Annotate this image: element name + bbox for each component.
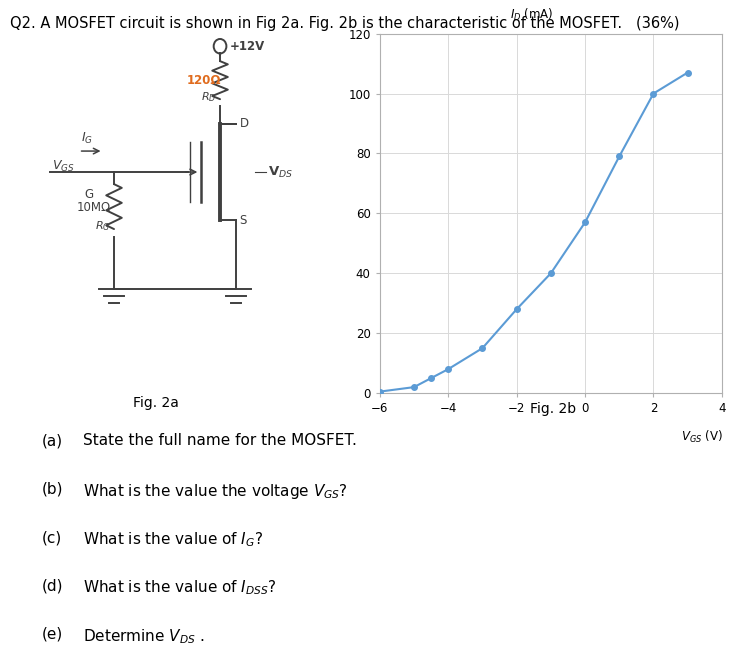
Text: $V_{GS}$ (V): $V_{GS}$ (V) xyxy=(681,429,723,445)
Text: What is the value the voltage $V_{GS}$?: What is the value the voltage $V_{GS}$? xyxy=(83,482,347,501)
Text: What is the value of $I_{DSS}$?: What is the value of $I_{DSS}$? xyxy=(83,579,276,597)
Text: +12V: +12V xyxy=(230,40,265,52)
Text: (a): (a) xyxy=(41,433,62,448)
Text: $V_{GS}$: $V_{GS}$ xyxy=(52,159,74,173)
Text: $R_D$: $R_D$ xyxy=(201,91,216,104)
Text: (c): (c) xyxy=(41,530,62,545)
Text: D: D xyxy=(239,117,249,130)
Text: 10MΩ: 10MΩ xyxy=(77,201,111,214)
Text: (e): (e) xyxy=(41,627,62,642)
Text: $I_D$ (mA): $I_D$ (mA) xyxy=(510,7,553,23)
Text: Q2. A MOSFET circuit is shown in Fig 2a. Fig. 2b is the characteristic of the MO: Q2. A MOSFET circuit is shown in Fig 2a.… xyxy=(10,16,679,31)
Text: Determine $V_{DS}$ .: Determine $V_{DS}$ . xyxy=(83,627,205,646)
Text: (b): (b) xyxy=(41,482,63,497)
Text: S: S xyxy=(239,214,247,227)
Text: State the full name for the MOSFET.: State the full name for the MOSFET. xyxy=(83,433,356,448)
Text: Fig. 2a: Fig. 2a xyxy=(133,396,180,410)
Text: What is the value of $I_G$?: What is the value of $I_G$? xyxy=(83,530,262,549)
Text: 120Ω: 120Ω xyxy=(186,74,221,87)
Text: Fig. 2b: Fig. 2b xyxy=(529,402,576,416)
Text: G: G xyxy=(84,187,93,201)
Text: (d): (d) xyxy=(41,579,63,593)
Text: $\mathbf{V}_{DS}$: $\mathbf{V}_{DS}$ xyxy=(268,165,293,179)
Text: $R_G$: $R_G$ xyxy=(95,220,110,233)
Text: $I_G$: $I_G$ xyxy=(81,131,93,146)
